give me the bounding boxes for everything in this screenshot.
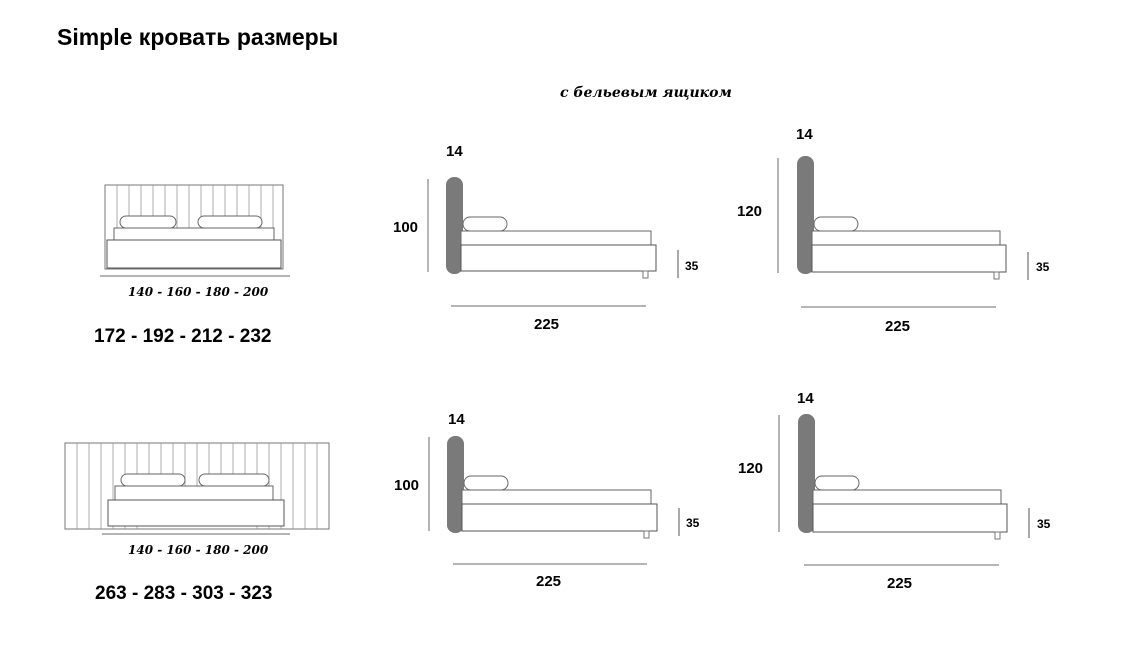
frame-height-label: 35: [686, 516, 700, 530]
bed-height-label: 120: [737, 203, 763, 220]
mattress-widths-label: 140 - 160 - 180 - 200: [128, 285, 269, 299]
bed-length-label: 225: [885, 318, 911, 335]
frame-height-bracket: [1028, 508, 1030, 538]
storage-box-subtitle: с бельевым ящиком: [560, 85, 732, 101]
frame-height-label: 35: [685, 259, 699, 273]
headboard-thickness-label: 14: [448, 411, 465, 428]
overall-widths-label: 172 - 192 - 212 - 232: [94, 326, 272, 347]
bed-height-label: 100: [394, 477, 420, 494]
bed-length-label: 225: [887, 575, 913, 592]
side-view-bed: [428, 436, 658, 565]
side-view-bed: [777, 156, 1007, 308]
bed-length-label: 225: [536, 573, 562, 590]
headboard-thickness-label: 14: [797, 390, 814, 407]
frame-height-bracket: [677, 250, 679, 278]
side-view-bed: [778, 414, 1008, 566]
frame-height-label: 35: [1037, 517, 1051, 531]
overall-widths-label: 263 - 283 - 303 - 323: [95, 583, 273, 604]
bed-height-label: 120: [738, 460, 764, 477]
bed-height-label: 100: [393, 219, 419, 236]
headboard-thickness-label: 14: [446, 143, 463, 160]
side-view-bed: [427, 177, 657, 307]
mattress-widths-label: 140 - 160 - 180 - 200: [128, 543, 269, 557]
frame-height-bracket: [1027, 252, 1029, 280]
front-view-standard-headboard: [100, 184, 290, 277]
frame-height-label: 35: [1036, 260, 1050, 274]
headboard-thickness-label: 14: [796, 126, 813, 143]
bed-length-label: 225: [534, 316, 560, 333]
front-view-wide-headboard: [64, 442, 330, 535]
frame-height-bracket: [678, 508, 680, 536]
page-title: Simple кровать размеры: [57, 24, 339, 50]
